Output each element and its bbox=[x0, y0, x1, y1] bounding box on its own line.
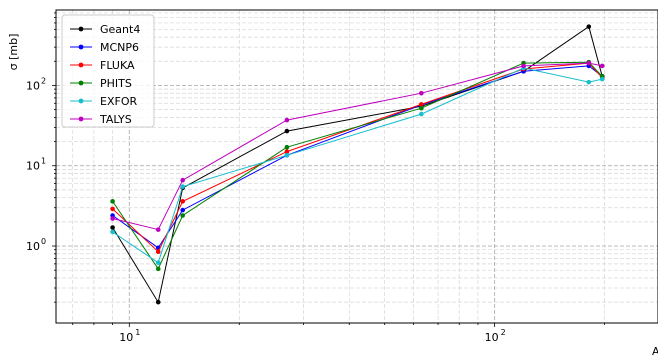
data-point bbox=[155, 299, 161, 305]
series-geant4 bbox=[110, 24, 605, 305]
data-point bbox=[419, 102, 424, 107]
data-point bbox=[155, 266, 161, 272]
y-tick-label: 10 2 bbox=[26, 76, 46, 92]
y-tick-base: 10 bbox=[26, 79, 40, 92]
series-layer bbox=[110, 24, 605, 305]
data-point bbox=[586, 24, 592, 29]
grid bbox=[56, 10, 658, 323]
legend-entry: MCNP6 bbox=[70, 41, 139, 54]
legend-entry: EXFOR bbox=[70, 95, 137, 108]
legend-entry: FLUKA bbox=[70, 59, 135, 72]
data-point bbox=[110, 199, 115, 204]
data-point bbox=[419, 105, 424, 111]
legend-marker bbox=[78, 44, 84, 50]
legend: Geant4 MCNP6 FLUKA PHITS EXFOR TALYS bbox=[61, 14, 155, 128]
x-tick-label: 10 1 bbox=[119, 328, 140, 344]
legend-label: MCNP6 bbox=[100, 41, 139, 54]
series-line bbox=[112, 61, 603, 270]
y-tick-label: 10 1 bbox=[26, 157, 46, 173]
legend-marker bbox=[78, 26, 84, 32]
series-fluka bbox=[110, 60, 605, 254]
axis-ticks: 10 1 10 210 010 110 2 bbox=[26, 12, 606, 344]
x-tick-exponent: 2 bbox=[501, 328, 506, 337]
x-tick-exponent: 1 bbox=[135, 328, 140, 337]
data-point bbox=[110, 206, 115, 212]
legend-marker bbox=[78, 98, 84, 104]
data-point bbox=[110, 225, 115, 230]
legend-marker bbox=[78, 62, 84, 68]
x-tick-base: 10 bbox=[485, 331, 499, 344]
legend-box bbox=[61, 14, 155, 128]
data-point bbox=[155, 249, 161, 254]
data-point bbox=[599, 63, 605, 69]
y-tick-label: 10 0 bbox=[26, 237, 46, 253]
plot-frame bbox=[55, 9, 658, 324]
legend-entry: Geant4 bbox=[70, 23, 140, 36]
data-point bbox=[284, 152, 290, 158]
data-point bbox=[284, 144, 290, 150]
x-tick-label: 10 2 bbox=[485, 328, 506, 344]
y-tick-exponent: 0 bbox=[41, 237, 46, 246]
data-point bbox=[155, 227, 161, 232]
data-point bbox=[284, 128, 290, 134]
legend-marker bbox=[78, 116, 84, 122]
data-point bbox=[180, 207, 185, 213]
y-axis-label: σ [mb] bbox=[7, 34, 20, 71]
data-point bbox=[586, 60, 592, 66]
series-line bbox=[112, 62, 603, 253]
x-axis-label: A bbox=[652, 345, 658, 358]
y-tick-exponent: 1 bbox=[41, 157, 46, 166]
y-tick-base: 10 bbox=[26, 160, 40, 173]
x-tick-base: 10 bbox=[119, 331, 133, 344]
y-tick-base: 10 bbox=[26, 240, 40, 253]
data-point bbox=[110, 229, 115, 235]
data-point bbox=[521, 63, 526, 69]
legend-label: Geant4 bbox=[100, 23, 140, 36]
series-exfor bbox=[110, 65, 605, 265]
data-point bbox=[180, 213, 185, 218]
data-point bbox=[180, 184, 185, 189]
data-point bbox=[180, 199, 185, 204]
data-point bbox=[284, 149, 290, 154]
data-point bbox=[155, 260, 161, 265]
series-line bbox=[112, 65, 603, 249]
data-point bbox=[419, 111, 424, 117]
series-line bbox=[112, 25, 603, 304]
legend-label: EXFOR bbox=[100, 95, 137, 108]
data-point bbox=[419, 90, 424, 96]
legend-entry: PHITS bbox=[70, 77, 132, 90]
legend-entry: TALYS bbox=[70, 113, 132, 126]
data-point bbox=[180, 177, 185, 183]
series-talys bbox=[110, 60, 605, 232]
y-tick-exponent: 2 bbox=[41, 76, 46, 85]
data-point bbox=[284, 117, 290, 123]
data-point bbox=[110, 216, 115, 221]
legend-label: PHITS bbox=[100, 77, 132, 90]
legend-label: FLUKA bbox=[100, 59, 135, 72]
legend-marker bbox=[78, 80, 84, 86]
data-point bbox=[599, 76, 605, 82]
data-point bbox=[586, 79, 592, 85]
legend-label: TALYS bbox=[99, 113, 132, 126]
series-line bbox=[112, 67, 603, 264]
series-line bbox=[112, 62, 603, 231]
